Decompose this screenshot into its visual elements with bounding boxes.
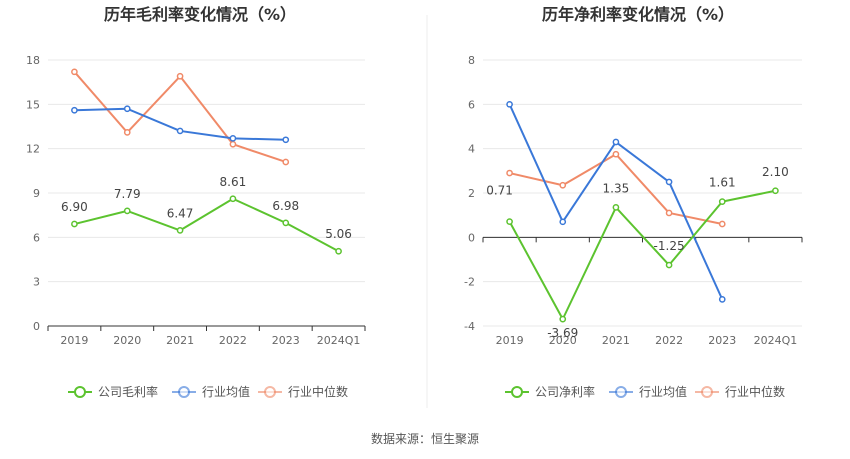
data-point-industry_avg [176,127,184,135]
data-label: 8.61 [220,175,247,189]
data-label: 7.79 [114,187,141,201]
y-tick-label: 6 [468,98,475,111]
x-tick-label: 2021 [602,334,630,347]
chart-panel-1: 历年毛利率变化情况（%） 0 3 6 9 12 15 18 2019 2020 2021 2022 20… [26,5,366,399]
data-point-industry_median [559,181,567,189]
legend-label: 公司净利率 [535,384,595,399]
data-point-industry_median [612,150,620,158]
series-line-industry_avg [508,103,724,300]
data-point-company [282,219,290,227]
x-tick-label: 2020 [113,334,141,347]
data-point-company [772,187,779,195]
legend-marker [264,386,276,398]
data-point-industry_median [176,72,184,80]
y-tick-label: 0 [33,320,40,333]
data-point-industry_avg [282,136,290,144]
legend-item-industry_avg: 行业均值 [609,384,687,399]
data-point-industry_median [718,220,726,228]
data-point-company [176,227,184,234]
x-tick-label: 2022 [219,334,247,347]
data-point-industry_median [71,68,78,76]
data-point-industry_median [123,129,131,136]
data-point-company [335,247,342,255]
x-tick-label: 2024Q1 [317,334,361,347]
data-point-industry_avg [559,218,567,226]
chart-panel-2: 历年净利率变化情况（%） -4 -2 0 2 4 6 8 2019 2020 2021 2022 202… [464,5,803,399]
data-source-label: 数据来源：恒生聚源 [371,431,479,446]
chart-title: 历年净利率变化情况（%） [542,5,734,24]
y-tick-label: 0 [468,231,475,244]
data-point-company [718,198,726,205]
data-label: 6.90 [61,200,88,214]
data-label: 6.47 [167,206,194,220]
x-tick-label: 2019 [496,334,524,347]
y-tick-label: 15 [26,98,40,111]
series-line-industry_avg [74,107,286,141]
y-tick-label: 3 [33,276,40,289]
data-point-industry_median [282,158,290,166]
data-label: -3.69 [547,326,578,340]
y-tick-label: 12 [26,143,40,156]
y-tick-label: -2 [464,276,475,289]
data-point-industry_avg [123,105,131,113]
legend-item-company: 公司净利率 [505,384,595,399]
series-line-company [74,197,340,253]
data-point-industry_median [665,209,673,217]
data-point-industry_avg [665,178,673,186]
legend-label: 公司毛利率 [98,384,158,399]
y-tick-label: 9 [33,187,40,200]
data-point-company [612,204,620,211]
data-point-industry_avg [71,106,78,114]
y-tick-label: 6 [33,231,40,244]
legend-marker [701,386,713,398]
y-tick-label: -4 [464,320,475,333]
series-line-company [508,189,776,321]
y-tick-label: 2 [468,187,475,200]
data-point-industry_avg [506,100,513,108]
data-label: 5.06 [325,227,352,241]
data-point-company [123,207,131,215]
x-tick-label: 2019 [60,334,88,347]
x-tick-label: 2021 [166,334,194,347]
legend-item-industry_avg: 行业均值 [172,384,250,399]
data-point-industry_avg [229,134,237,142]
data-point-industry_avg [718,296,726,303]
legend-label: 行业中位数 [288,384,348,399]
data-point-company [71,220,78,228]
x-tick-label: 2023 [272,334,300,347]
data-label: 1.35 [603,181,630,195]
x-tick-label: 2020 [549,334,577,347]
legend-item-industry_median: 行业中位数 [695,384,785,399]
legend-marker [615,386,627,398]
legend-label: 行业中位数 [725,384,785,399]
data-point-company [665,261,673,269]
data-point-industry_median [506,169,513,177]
legend-marker [178,386,190,398]
data-label: 6.98 [272,199,299,213]
data-point-industry_avg [612,138,620,146]
data-label: 1.61 [709,176,736,190]
y-tick-label: 18 [26,54,40,67]
legend-marker [74,386,86,398]
x-tick-label: 2022 [655,334,683,347]
legend-label: 行业均值 [202,384,250,399]
x-tick-label: 2023 [708,334,736,347]
data-point-company [229,195,237,203]
y-tick-label: 8 [468,54,475,67]
x-tick-label: 2024Q1 [754,334,798,347]
data-label: -1.25 [654,239,685,253]
data-point-industry_median [229,140,237,148]
data-label: 2.10 [762,165,789,179]
legend-item-industry_median: 行业中位数 [258,384,348,399]
legend-label: 行业均值 [639,384,687,399]
legend-marker [511,386,523,398]
data-label: 0.71 [486,184,513,198]
data-point-company [559,315,567,323]
legend-item-company: 公司毛利率 [68,384,158,399]
chart-title: 历年毛利率变化情况（%） [104,5,296,24]
data-point-company [506,218,513,225]
y-tick-label: 4 [468,143,475,156]
